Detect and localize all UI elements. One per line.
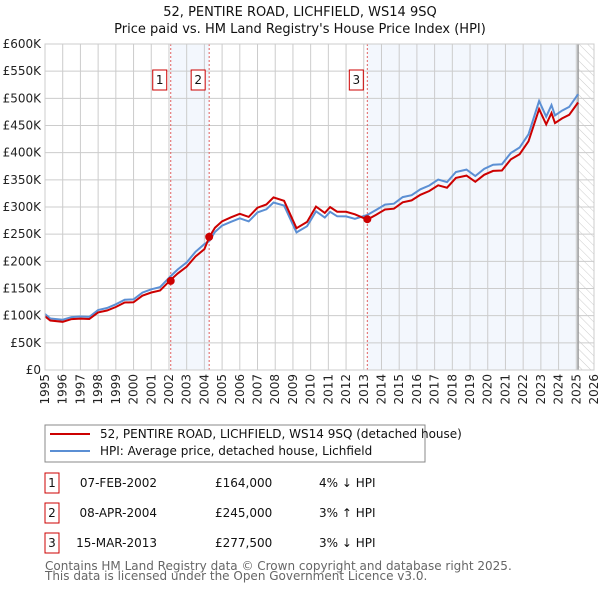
x-tick-label: 2002 (162, 374, 176, 405)
x-tick-label: 2004 (197, 374, 211, 405)
sale-point (363, 215, 372, 224)
row-id: 1 (48, 476, 56, 490)
x-tick-label: 2003 (180, 374, 194, 405)
row-id: 2 (48, 506, 56, 520)
x-tick-label: 2014 (374, 374, 388, 405)
legend-box (44, 424, 426, 463)
table-row: 3 15-MAR-2013 £277,500 3% ↓ HPI (44, 532, 376, 554)
x-tick-label: 1996 (56, 374, 70, 405)
footer-line-1: Contains HM Land Registry data © Crown c… (45, 559, 512, 573)
x-tick-label: 1997 (73, 374, 87, 405)
row-date: 08-APR-2004 (79, 506, 157, 520)
y-tick-label: £50K (10, 336, 42, 350)
y-tick-label: £550K (3, 64, 43, 78)
y-tick-label: £100K (3, 309, 43, 323)
y-tick-label: £0 (26, 363, 41, 377)
y-tick-label: £150K (3, 282, 43, 296)
x-tick-label: 2026 (587, 374, 600, 405)
x-tick-label: 2017 (428, 374, 442, 405)
x-tick-label: 2023 (534, 374, 548, 405)
row-marker-box (44, 532, 60, 554)
property-price-line (44, 101, 579, 323)
row-hpi-diff: 3% ↓ HPI (319, 536, 376, 550)
legend-label-property: 52, PENTIRE ROAD, LICHFIELD, WS14 9SQ (d… (100, 427, 462, 441)
x-tick-label: 1998 (91, 374, 105, 405)
sale-point (205, 232, 214, 241)
row-date: 15-MAR-2013 (76, 536, 157, 550)
row-price: £245,000 (215, 506, 272, 520)
sales-table: 1 07-FEB-2002 £164,000 4% ↓ HPI 2 08-APR-2004… (44, 472, 376, 554)
table-row: 1 07-FEB-2002 £164,000 4% ↓ HPI (44, 472, 376, 494)
x-tick-label: 2021 (498, 374, 512, 405)
x-tick-label: 2019 (463, 374, 477, 405)
y-tick-label: £400K (3, 146, 43, 160)
x-tick-label: 2015 (392, 374, 406, 405)
row-hpi-diff: 3% ↑ HPI (319, 506, 376, 520)
y-tick-label: £450K (3, 119, 43, 133)
row-date: 07-FEB-2002 (80, 476, 157, 490)
x-tick-label: 2022 (516, 374, 530, 405)
row-marker-box (44, 472, 60, 494)
sale-marker-box (152, 69, 168, 91)
x-tick-label: 2008 (268, 374, 282, 405)
row-hpi-diff: 4% ↓ HPI (319, 476, 376, 490)
hpi-line (44, 93, 579, 321)
table-row: 2 08-APR-2004 £245,000 3% ↑ HPI (44, 502, 376, 524)
x-tick-label: 2012 (339, 374, 353, 405)
row-price: £277,500 (215, 536, 272, 550)
sale-marker-number: 1 (156, 73, 164, 87)
x-tick-label: 2007 (251, 374, 265, 405)
x-tick-label: 2013 (357, 374, 371, 405)
legend: 52, PENTIRE ROAD, LICHFIELD, WS14 9SQ (d… (44, 424, 462, 463)
x-tick-label: 2025 (569, 374, 583, 405)
x-tick-label: 2020 (481, 374, 495, 405)
x-tick-label: 2024 (552, 374, 566, 405)
x-tick-label: 2011 (321, 374, 335, 405)
y-tick-label: £200K (3, 254, 43, 268)
chart-subtitle: Price paid vs. HM Land Registry's House … (114, 22, 486, 37)
row-price: £164,000 (215, 476, 272, 490)
x-tick-label: 2006 (233, 374, 247, 405)
legend-label-hpi: HPI: Average price, detached house, Lich… (100, 444, 372, 458)
x-tick-label: 2005 (215, 374, 229, 405)
x-tick-label: 2018 (445, 374, 459, 405)
footer-line-2: This data is licensed under the Open Gov… (44, 569, 427, 583)
y-tick-label: £600K (3, 37, 43, 51)
x-tick-label: 2016 (410, 374, 424, 405)
plot-frame (44, 43, 595, 371)
sale-marker-box (190, 69, 206, 91)
chart-title: 52, PENTIRE ROAD, LICHFIELD, WS14 9SQ (163, 5, 436, 20)
x-tick-label: 2000 (127, 374, 141, 405)
x-tick-label: 1999 (109, 374, 123, 405)
sale-marker-number: 3 (352, 73, 360, 87)
x-tick-label: 2009 (286, 374, 300, 405)
sale-marker-number: 2 (194, 73, 202, 87)
sale-point (166, 276, 175, 285)
row-marker-box (44, 502, 60, 524)
sale-marker-box (348, 69, 364, 91)
row-id: 3 (48, 536, 56, 550)
y-tick-label: £350K (3, 173, 43, 187)
y-tick-label: £500K (3, 91, 43, 105)
x-tick-label: 2001 (144, 374, 158, 405)
x-tick-label: 1995 (38, 374, 52, 405)
x-tick-label: 2010 (304, 374, 318, 405)
y-tick-label: £300K (3, 200, 43, 214)
y-tick-label: £250K (3, 227, 43, 241)
